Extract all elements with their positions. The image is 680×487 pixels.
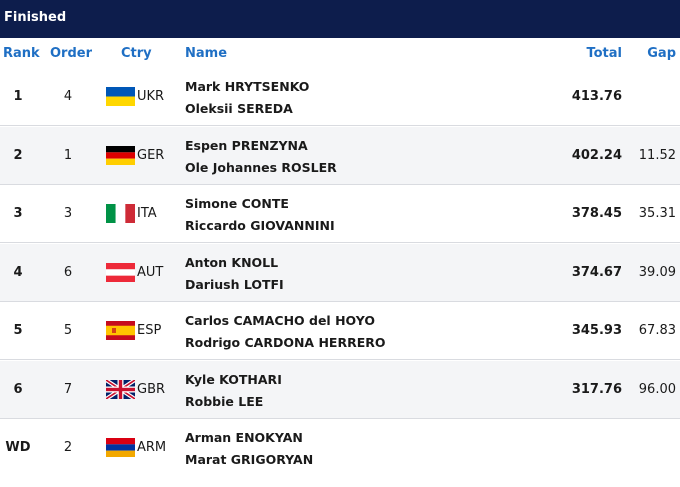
row-divider xyxy=(0,242,680,243)
table-row[interactable]: 2 1 GER Espen PRENZYNA Ole Johannes ROSL… xyxy=(0,127,680,185)
table-row[interactable]: 5 5 ESP Carlos CAMACHO del HOYO Rodrigo … xyxy=(0,302,680,360)
athlete-name-1[interactable]: Simone CONTE xyxy=(185,196,289,211)
flag-ukr-icon xyxy=(106,87,135,106)
row-divider xyxy=(0,125,680,126)
row-divider xyxy=(0,301,680,302)
column-header-rank[interactable]: Rank xyxy=(3,46,40,61)
athlete-name-2[interactable]: Oleksii SEREDA xyxy=(185,101,293,116)
athlete-name-1[interactable]: Espen PRENZYNA xyxy=(185,138,308,153)
order-cell: 1 xyxy=(63,148,73,163)
row-divider xyxy=(0,359,680,360)
table-row[interactable]: 1 4 UKR Mark HRYTSENKO Oleksii SEREDA 41… xyxy=(0,68,680,126)
table-row[interactable]: 4 6 AUT Anton KNOLL Dariush LOTFI 374.67… xyxy=(0,244,680,302)
total-cell: 413.76 xyxy=(571,89,622,104)
country-code: ITA xyxy=(137,206,157,221)
row-divider xyxy=(0,184,680,185)
athlete-name-1[interactable]: Kyle KOTHARI xyxy=(185,372,282,387)
flag-esp-icon xyxy=(106,321,135,340)
flag-arm-icon xyxy=(106,438,135,457)
flag-ita-icon xyxy=(106,204,135,223)
column-header-name[interactable]: Name xyxy=(185,46,228,61)
order-cell: 6 xyxy=(63,265,73,280)
athlete-name-2[interactable]: Robbie LEE xyxy=(185,394,264,409)
order-cell: 5 xyxy=(63,323,73,338)
row-divider xyxy=(0,418,680,419)
athlete-name-2[interactable]: Riccardo GIOVANNINI xyxy=(185,218,335,233)
results-topbar: Finished xyxy=(0,0,680,38)
rank-cell: 3 xyxy=(13,206,23,221)
gap-cell: 39.09 xyxy=(638,265,676,280)
total-cell: 374.67 xyxy=(571,265,622,280)
country-code: ESP xyxy=(137,323,162,338)
gap-cell: 96.00 xyxy=(638,382,676,397)
table-row[interactable]: WD 2 ARM Arman ENOKYAN Marat GRIGORYAN xyxy=(0,419,680,477)
athlete-name-1[interactable]: Mark HRYTSENKO xyxy=(185,79,310,94)
athlete-name-2[interactable]: Ole Johannes ROSLER xyxy=(185,160,337,175)
rank-cell: 2 xyxy=(13,148,23,163)
country-code: ARM xyxy=(137,440,167,455)
athlete-name-2[interactable]: Rodrigo CARDONA HERRERO xyxy=(185,335,386,350)
flag-ger-icon xyxy=(106,146,135,165)
athlete-name-2[interactable]: Dariush LOTFI xyxy=(185,277,284,292)
flag-gbr-icon xyxy=(106,380,135,399)
column-header-order[interactable]: Order xyxy=(50,46,92,61)
athlete-name-1[interactable]: Arman ENOKYAN xyxy=(185,430,303,445)
rank-cell: 5 xyxy=(13,323,23,338)
country-code: GER xyxy=(137,148,165,163)
gap-cell: 35.31 xyxy=(638,206,676,221)
rank-cell: 6 xyxy=(13,382,23,397)
athlete-name-2[interactable]: Marat GRIGORYAN xyxy=(185,452,314,467)
column-header-ctry[interactable]: Ctry xyxy=(121,46,152,61)
order-cell: 3 xyxy=(63,206,73,221)
table-row[interactable]: 6 7 GBR Kyle KOTHARI Robbie LEE 317.76 9… xyxy=(0,361,680,419)
rank-cell: WD xyxy=(5,440,31,455)
total-cell: 378.45 xyxy=(571,206,622,221)
column-header-gap[interactable]: Gap xyxy=(647,46,676,61)
athlete-name-1[interactable]: Anton KNOLL xyxy=(185,255,279,270)
rank-cell: 4 xyxy=(13,265,23,280)
gap-cell: 11.52 xyxy=(638,148,676,163)
total-cell: 402.24 xyxy=(571,148,622,163)
order-cell: 2 xyxy=(63,440,73,455)
total-cell: 345.93 xyxy=(571,323,622,338)
order-cell: 4 xyxy=(63,89,73,104)
country-code: AUT xyxy=(137,265,164,280)
country-code: UKR xyxy=(137,89,165,104)
column-header-total[interactable]: Total xyxy=(586,46,622,61)
total-cell: 317.76 xyxy=(571,382,622,397)
table-header: Rank Order Ctry Name Total Gap xyxy=(0,38,680,68)
rank-cell: 1 xyxy=(13,89,23,104)
gap-cell: 67.83 xyxy=(638,323,676,338)
table-row[interactable]: 3 3 ITA Simone CONTE Riccardo GIOVANNINI… xyxy=(0,185,680,243)
flag-aut-icon xyxy=(106,263,135,282)
country-code: GBR xyxy=(137,382,166,397)
order-cell: 7 xyxy=(63,382,73,397)
results-title: Finished xyxy=(4,10,67,25)
athlete-name-1[interactable]: Carlos CAMACHO del HOYO xyxy=(185,313,375,328)
